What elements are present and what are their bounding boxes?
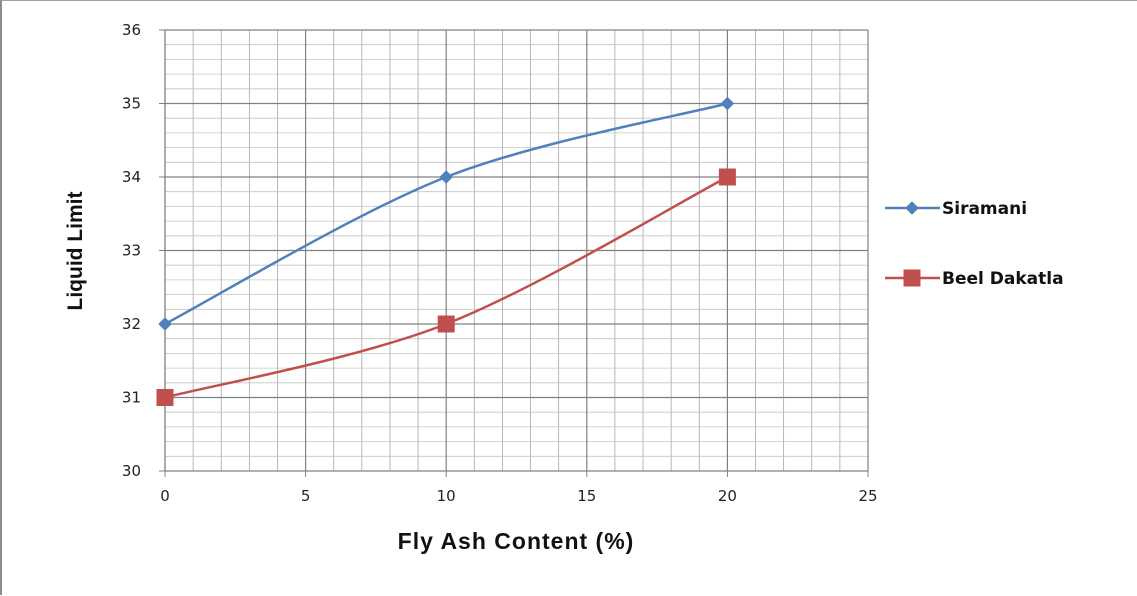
series-layer <box>156 96 736 406</box>
y-tick-label: 35 <box>122 95 141 113</box>
series-0-point <box>439 170 453 184</box>
x-axis-title: Fly Ash Content (%) <box>398 528 635 554</box>
x-tick-label: 10 <box>437 487 456 505</box>
legend: Siramani Beel Dakatla <box>885 199 1064 289</box>
x-tick-label: 15 <box>577 487 596 505</box>
y-tick-labels: 30 31 32 33 34 35 36 <box>122 21 141 480</box>
y-axis-title: Liquid Limit <box>64 192 87 311</box>
legend-label-0: Siramani <box>942 199 1027 219</box>
series-1-point <box>437 315 455 333</box>
y-tick-label: 36 <box>122 21 141 39</box>
y-tick-label: 34 <box>122 168 141 186</box>
x-tick-label: 25 <box>858 487 877 505</box>
y-tick-label: 32 <box>122 315 141 333</box>
x-tick-label: 20 <box>718 487 737 505</box>
series-1-point <box>156 389 174 406</box>
y-tick-label: 31 <box>122 389 141 407</box>
legend-marker-1 <box>903 269 921 287</box>
y-tick-label: 30 <box>122 462 141 480</box>
y-tick-label: 33 <box>122 242 141 260</box>
series-1-point <box>718 168 736 186</box>
axes <box>159 29 869 477</box>
x-tick-label: 0 <box>160 487 170 505</box>
series-0-point <box>720 96 735 111</box>
major-grid <box>165 29 869 471</box>
series-0-point <box>158 317 172 331</box>
legend-marker-0 <box>905 201 919 215</box>
x-tick-labels: 0 5 10 15 20 25 <box>160 487 877 505</box>
x-tick-label: 5 <box>301 487 311 505</box>
legend-label-1: Beel Dakatla <box>942 269 1064 289</box>
